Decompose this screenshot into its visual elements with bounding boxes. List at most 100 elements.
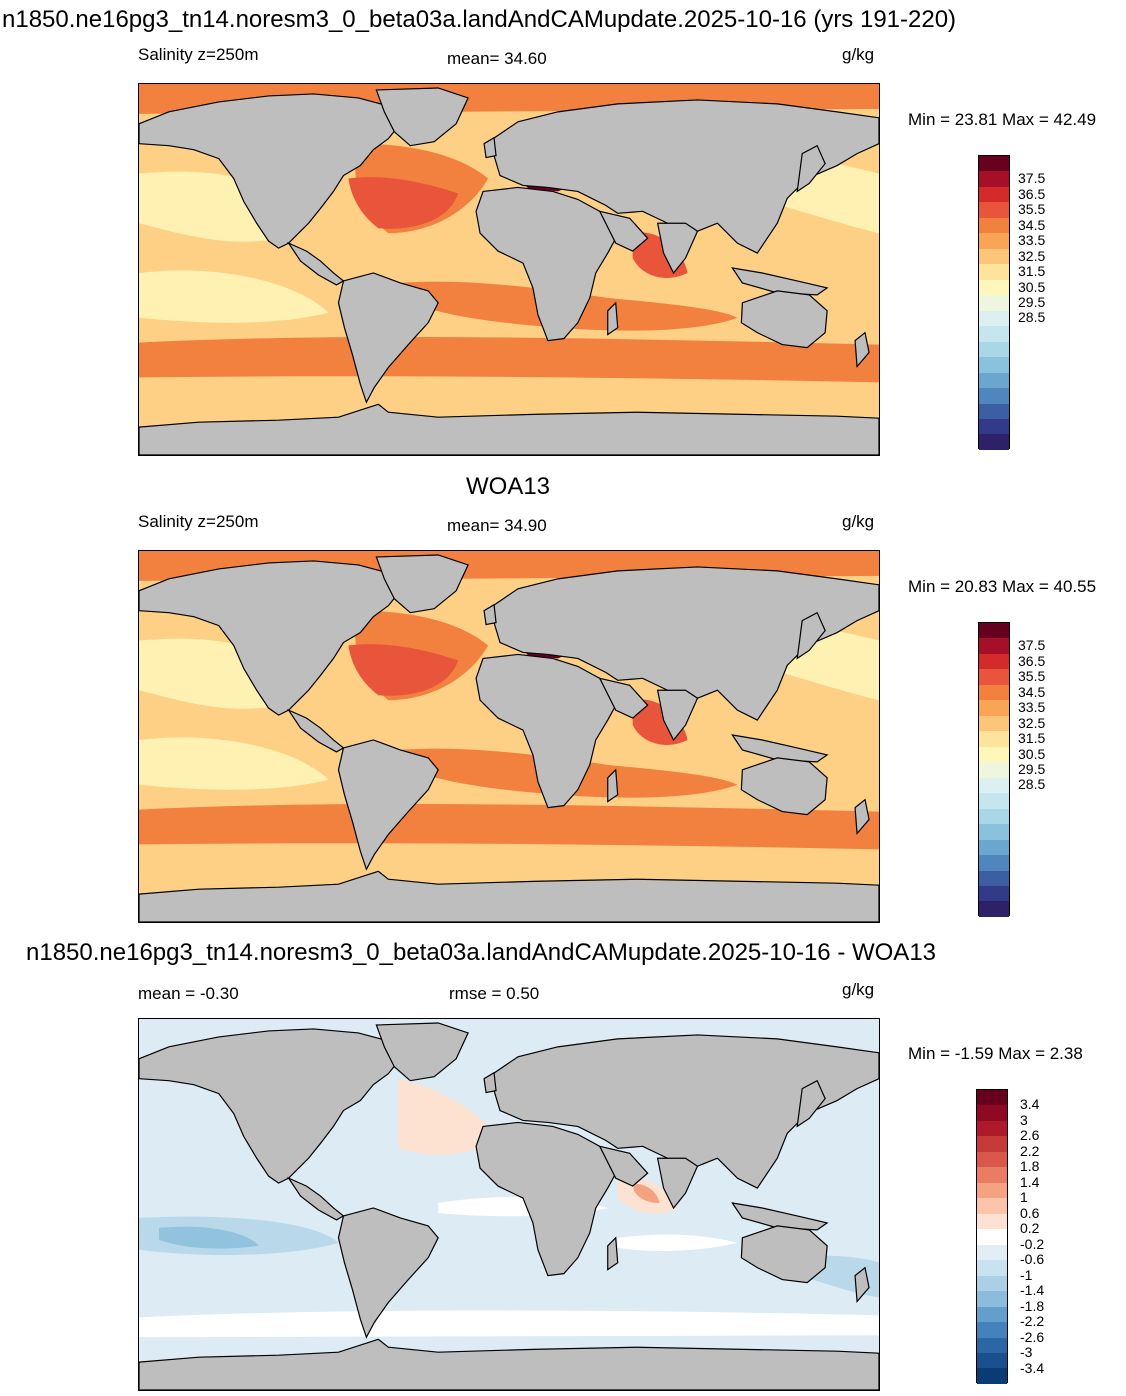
panel2-title: WOA13	[466, 473, 551, 500]
panel3-colorbar-tick-label: -3	[1020, 1344, 1033, 1361]
landmass	[337, 739, 439, 871]
landmass	[139, 93, 402, 249]
panel2-colorbar-swatch	[979, 824, 1009, 840]
panel1-title: n1850.ne16pg3_tn14.noresm3_0_beta03a.lan…	[2, 6, 957, 33]
panel2-colorbar-swatch	[979, 885, 1009, 902]
panel3-colorbar-tick-label: -3.4	[1020, 1359, 1045, 1376]
panel2-colorbar-swatch	[979, 715, 1009, 732]
landmass	[607, 301, 619, 336]
panel1-colorbar-swatch	[979, 156, 1009, 172]
panel1-colorbar-swatch	[979, 186, 1009, 203]
panel3-colorbar-swatch	[977, 1368, 1007, 1384]
panel1-colorbar-swatch	[979, 233, 1009, 249]
landmass	[337, 1207, 439, 1339]
panel3-colorbar-swatch	[977, 1167, 1007, 1183]
landmass	[337, 272, 439, 404]
panel3-map-svg	[139, 1019, 879, 1390]
panel3-colorbar-tick-label: 3.4	[1020, 1096, 1040, 1113]
panel3-colorbar-swatch	[977, 1244, 1007, 1261]
landmass	[375, 554, 469, 614]
landmass	[607, 1236, 619, 1271]
panel1-colorbar-tick-label: 36.5	[1018, 185, 1046, 202]
landmass	[656, 222, 699, 275]
landmass	[731, 267, 829, 296]
panel1-minmax: Min = 23.81 Max = 42.49	[908, 110, 1097, 129]
landmass	[139, 870, 879, 922]
panel3-colorbar-swatch	[977, 1213, 1007, 1230]
panel1-colorbar-tick-label: 31.5	[1018, 263, 1046, 280]
panel3-mean: mean = -0.30	[138, 984, 239, 1003]
landmass	[731, 734, 829, 763]
panel3-colorbar-tick-label: -2.6	[1020, 1328, 1045, 1345]
panel3-colorbar-swatch	[977, 1229, 1007, 1245]
panel2-colorbar-tick-label: 35.5	[1018, 668, 1046, 685]
panel2-colorbar	[978, 622, 1010, 917]
panel1-colorbar-tick-label: 35.5	[1018, 201, 1046, 218]
landmass	[740, 290, 828, 349]
panel1-colorbar-tick-label: 28.5	[1018, 309, 1046, 326]
panel2-minmax: Min = 20.83 Max = 40.55	[908, 577, 1097, 596]
panel3-colorbar-swatch	[977, 1275, 1007, 1292]
panel1-colorbar-tick-label: 30.5	[1018, 278, 1046, 295]
panel2-land	[139, 554, 879, 922]
panel3-colorbar-tick-label: 2.6	[1020, 1127, 1040, 1144]
panel2-map	[138, 550, 880, 923]
panel3-colorbar-tick-label: 3	[1020, 1111, 1028, 1128]
panel1-colorbar-swatch	[979, 326, 1009, 342]
landmass	[656, 1157, 699, 1210]
panel3-colorbar-swatch	[977, 1090, 1007, 1106]
landmass	[475, 186, 621, 342]
panel2-colorbar-tick-label: 34.5	[1018, 683, 1046, 700]
panel3-minmax: Min = -1.59 Max = 2.38	[908, 1044, 1083, 1063]
landmass	[492, 566, 879, 721]
panel2-colorbar-swatch	[979, 623, 1009, 639]
landmass	[731, 1202, 829, 1231]
panel3-colorbar	[976, 1089, 1008, 1384]
panel1-colorbar-tick-label: 33.5	[1018, 232, 1046, 249]
panel3-colorbar-tick-label: -0.6	[1020, 1251, 1045, 1268]
panel3-colorbar-swatch	[977, 1120, 1007, 1137]
panel3-colorbar-tick-label: 0.2	[1020, 1220, 1040, 1237]
panel2-colorbar-swatch	[979, 653, 1009, 670]
landmass	[854, 331, 870, 368]
panel1-colorbar-swatch	[979, 279, 1009, 296]
panel1-map	[138, 83, 880, 456]
panel3-colorbar-swatch	[977, 1306, 1007, 1323]
panel2-colorbar-swatch	[979, 777, 1009, 794]
landmass	[854, 1266, 870, 1303]
panel3-map	[138, 1018, 880, 1391]
panel1-colorbar-swatch	[979, 264, 1009, 280]
landmass	[796, 144, 826, 193]
panel1-colorbar-swatch	[979, 372, 1009, 389]
panel2-colorbar-tick-label: 29.5	[1018, 761, 1046, 777]
landmass	[598, 677, 649, 719]
panel3-colorbar-swatch	[977, 1182, 1007, 1199]
panel2-colorbar-swatch	[979, 793, 1009, 809]
panel1-colorbar-tick-label: 32.5	[1018, 247, 1046, 264]
panel1-map-svg	[139, 84, 879, 455]
panel3-colorbar-tick-label: -2.2	[1020, 1313, 1045, 1330]
panel3-colorbar-tick-label: 1	[1020, 1189, 1028, 1206]
landmass	[607, 768, 619, 803]
panel2-colorbar-tick-label: 37.5	[1018, 637, 1046, 654]
panel2-colorbar-swatch	[979, 762, 1009, 778]
panel2-colorbar-tick-label: 32.5	[1018, 714, 1046, 731]
landmass	[598, 1145, 649, 1187]
panel1-colorbar-swatch	[979, 248, 1009, 265]
panel1-colorbar-swatch	[979, 434, 1009, 450]
panel2-colorbar-swatch	[979, 839, 1009, 856]
panel3-land	[139, 1022, 879, 1390]
panel2-colorbar-swatch	[979, 684, 1009, 701]
panel3-colorbar-swatch	[977, 1291, 1007, 1307]
panel1-mean: mean= 34.60	[447, 49, 547, 68]
panel2-colorbar-tick-label: 30.5	[1018, 745, 1046, 762]
panel3-colorbar-swatch	[977, 1151, 1007, 1168]
panel1-colorbar-swatch	[979, 217, 1009, 234]
panel2-colorbar-tick-label: 33.5	[1018, 699, 1046, 716]
panel1-colorbar-swatch	[979, 388, 1009, 404]
panel2-colorbar-swatch	[979, 731, 1009, 747]
landmass	[375, 1022, 469, 1082]
landmass	[139, 403, 879, 455]
landmass	[740, 1225, 828, 1284]
panel1-colorbar-swatch	[979, 341, 1009, 358]
